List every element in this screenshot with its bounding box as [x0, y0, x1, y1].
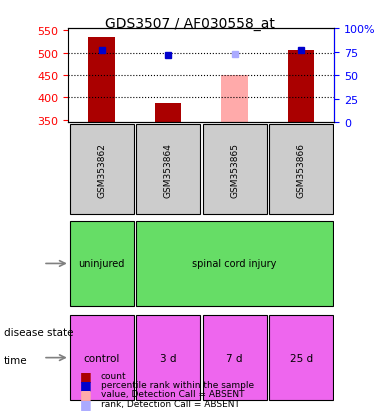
Bar	[288, 50, 314, 123]
FancyBboxPatch shape	[203, 316, 267, 400]
FancyBboxPatch shape	[136, 316, 200, 400]
Text: ■: ■	[80, 378, 92, 392]
Text: GSM353866: GSM353866	[297, 142, 306, 197]
FancyBboxPatch shape	[70, 221, 134, 306]
Text: uninjured: uninjured	[78, 259, 125, 269]
Bar	[155, 104, 182, 123]
Text: ■: ■	[80, 387, 92, 401]
Text: GSM353862: GSM353862	[97, 142, 106, 197]
Text: time: time	[4, 355, 27, 365]
Text: 7 d: 7 d	[226, 353, 243, 363]
Text: GSM353864: GSM353864	[164, 142, 173, 197]
Bar	[88, 38, 115, 123]
Text: GDS3507 / AF030558_at: GDS3507 / AF030558_at	[105, 17, 275, 31]
Text: count: count	[101, 371, 126, 380]
Text: 25 d: 25 d	[290, 353, 313, 363]
Text: control: control	[84, 353, 120, 363]
FancyBboxPatch shape	[136, 125, 200, 215]
FancyBboxPatch shape	[203, 125, 267, 215]
Bar	[221, 76, 248, 123]
Text: ■: ■	[80, 369, 92, 382]
Text: rank, Detection Call = ABSENT: rank, Detection Call = ABSENT	[101, 399, 239, 408]
FancyBboxPatch shape	[269, 125, 333, 215]
Text: 3 d: 3 d	[160, 353, 176, 363]
FancyBboxPatch shape	[70, 316, 134, 400]
FancyBboxPatch shape	[269, 316, 333, 400]
Text: spinal cord injury: spinal cord injury	[192, 259, 277, 269]
Text: percentile rank within the sample: percentile rank within the sample	[101, 380, 254, 389]
Text: disease state: disease state	[4, 328, 73, 337]
FancyBboxPatch shape	[136, 221, 333, 306]
Text: ■: ■	[80, 396, 92, 410]
FancyBboxPatch shape	[70, 125, 134, 215]
Text: GSM353865: GSM353865	[230, 142, 239, 197]
Text: value, Detection Call = ABSENT: value, Detection Call = ABSENT	[101, 389, 244, 399]
